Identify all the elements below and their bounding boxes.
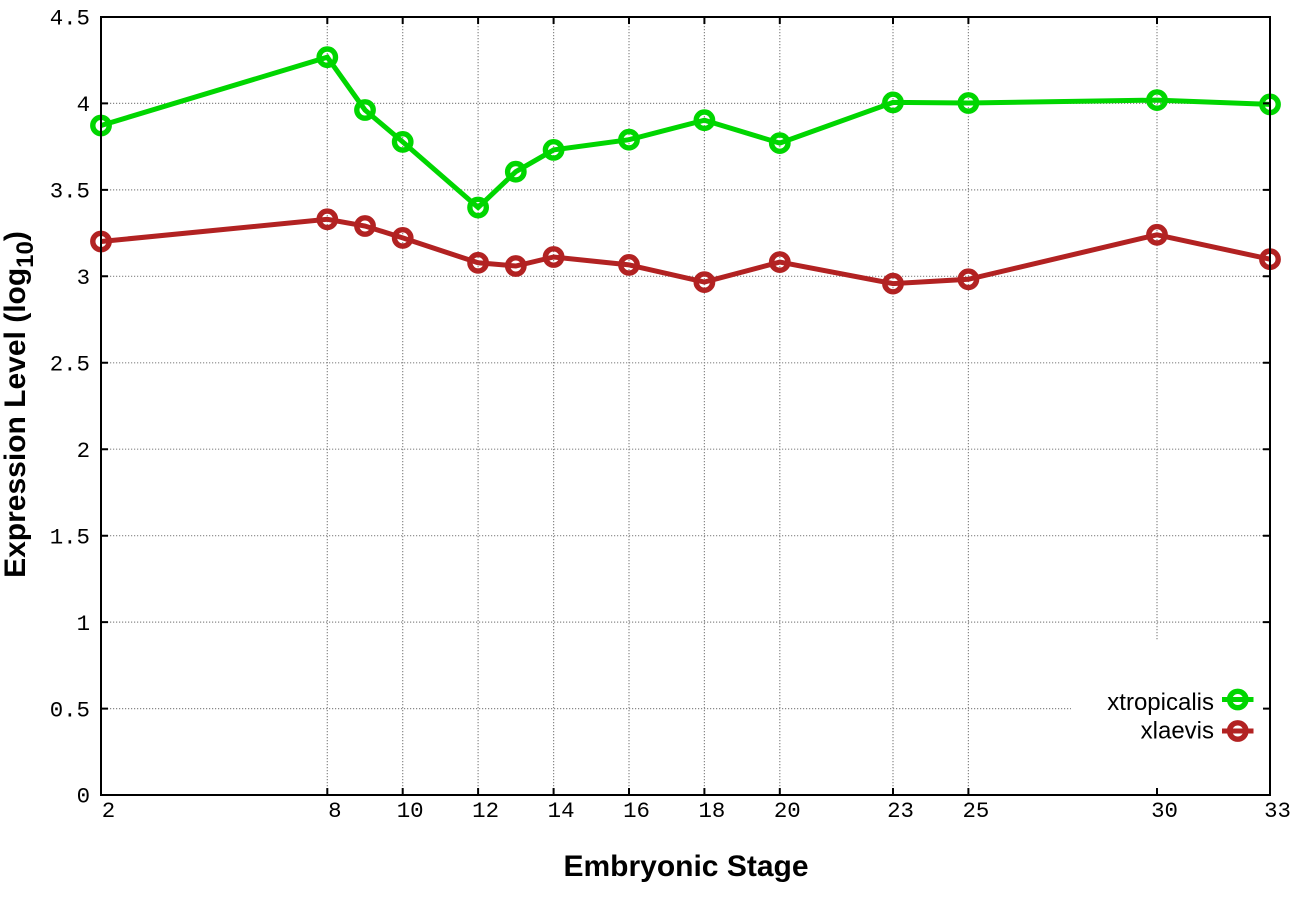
- svg-text:4: 4: [77, 92, 90, 118]
- svg-text:0: 0: [77, 784, 90, 810]
- svg-text:16: 16: [623, 798, 650, 824]
- svg-text:xtropicalis: xtropicalis: [1107, 689, 1214, 716]
- svg-text:3: 3: [77, 265, 90, 291]
- svg-text:3.5: 3.5: [50, 179, 90, 205]
- svg-text:2: 2: [102, 798, 115, 824]
- svg-text:10: 10: [397, 798, 424, 824]
- svg-text:1.5: 1.5: [50, 524, 90, 550]
- svg-text:23: 23: [887, 798, 914, 824]
- svg-text:12: 12: [472, 798, 499, 824]
- svg-text:18: 18: [698, 798, 725, 824]
- svg-text:1: 1: [77, 611, 90, 637]
- svg-text:2: 2: [77, 438, 90, 464]
- svg-text:25: 25: [962, 798, 989, 824]
- svg-text:20: 20: [774, 798, 801, 824]
- svg-text:4.5: 4.5: [50, 6, 90, 32]
- svg-text:2.5: 2.5: [50, 352, 90, 378]
- svg-text:30: 30: [1151, 798, 1178, 824]
- svg-text:33: 33: [1264, 798, 1291, 824]
- svg-text:8: 8: [328, 798, 341, 824]
- svg-text:xlaevis: xlaevis: [1141, 718, 1214, 745]
- svg-text:0.5: 0.5: [50, 697, 90, 723]
- svg-text:14: 14: [548, 798, 575, 824]
- svg-text:Embryonic Stage: Embryonic Stage: [563, 850, 808, 883]
